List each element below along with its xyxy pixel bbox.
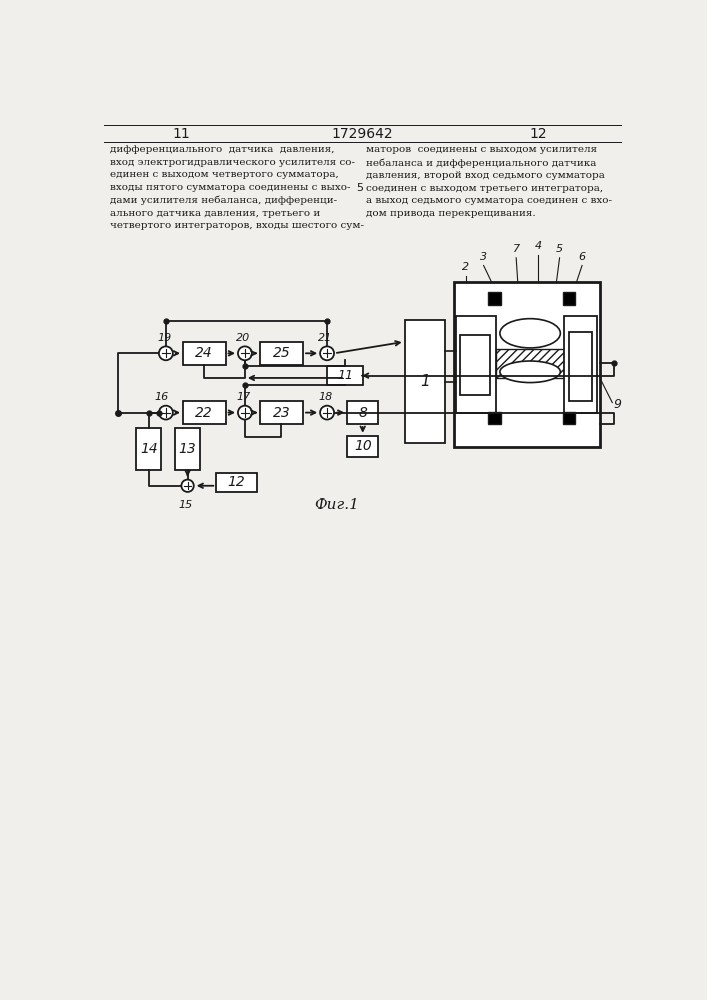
Bar [175, 428, 200, 470]
Bar [260, 342, 303, 365]
Circle shape [238, 346, 252, 360]
Text: 22: 22 [195, 406, 213, 420]
Text: 21: 21 [318, 333, 333, 343]
Text: 8: 8 [358, 406, 367, 420]
Text: 3: 3 [480, 252, 487, 262]
Text: 4: 4 [534, 241, 542, 251]
Bar [563, 412, 575, 424]
Text: 11: 11 [337, 369, 353, 382]
Bar [564, 316, 597, 413]
Bar [489, 412, 501, 424]
Bar [460, 335, 490, 395]
Bar [489, 292, 501, 305]
Text: 9: 9 [614, 398, 622, 411]
Bar [327, 366, 363, 385]
Text: 20: 20 [236, 333, 250, 343]
Text: 12: 12 [529, 127, 547, 141]
Bar [404, 320, 445, 443]
Ellipse shape [500, 319, 561, 348]
Text: 17: 17 [236, 392, 250, 402]
Bar [216, 473, 257, 492]
Text: 11: 11 [173, 127, 190, 141]
Text: 5: 5 [356, 183, 363, 193]
Circle shape [159, 406, 173, 420]
Text: 10: 10 [354, 439, 372, 453]
Text: 18: 18 [318, 392, 333, 402]
Bar [347, 436, 378, 457]
Bar [563, 292, 575, 305]
Text: 1: 1 [420, 374, 430, 389]
Text: Фиг.1: Фиг.1 [314, 498, 359, 512]
Text: 25: 25 [273, 346, 291, 360]
Bar [347, 401, 378, 424]
Circle shape [159, 346, 173, 360]
Text: 14: 14 [140, 442, 158, 456]
Text: 19: 19 [157, 333, 172, 343]
Circle shape [182, 480, 194, 492]
Circle shape [238, 406, 252, 420]
Circle shape [320, 346, 334, 360]
Text: 2: 2 [462, 262, 469, 272]
Bar [183, 342, 226, 365]
Bar [136, 428, 161, 470]
Bar [496, 349, 564, 378]
Text: 16: 16 [155, 392, 169, 402]
Text: 24: 24 [195, 346, 213, 360]
Text: 6: 6 [578, 252, 585, 262]
Text: 5: 5 [556, 244, 563, 254]
Text: 1729642: 1729642 [331, 127, 393, 141]
Bar [569, 332, 592, 401]
Circle shape [320, 406, 334, 420]
Text: 7: 7 [513, 244, 520, 254]
Text: 15: 15 [179, 500, 193, 510]
Bar [183, 401, 226, 424]
Text: 12: 12 [228, 475, 245, 489]
Text: маторов  соединены с выходом усилителя
небаланса и дифференциального датчика
дав: маторов соединены с выходом усилителя не… [366, 145, 612, 218]
Bar [456, 316, 496, 413]
Bar [260, 401, 303, 424]
Text: 13: 13 [179, 442, 197, 456]
Text: 23: 23 [273, 406, 291, 420]
Text: дифференциального  датчика  давления,
вход электрогидравлического усилителя со-
: дифференциального датчика давления, вход… [110, 145, 364, 230]
Bar [454, 282, 600, 447]
Ellipse shape [500, 361, 561, 383]
